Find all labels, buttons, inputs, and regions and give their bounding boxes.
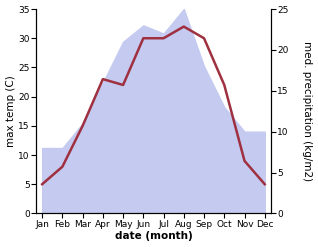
Y-axis label: med. precipitation (kg/m2): med. precipitation (kg/m2) [302,41,313,181]
X-axis label: date (month): date (month) [114,231,192,242]
Y-axis label: max temp (C): max temp (C) [5,75,16,147]
